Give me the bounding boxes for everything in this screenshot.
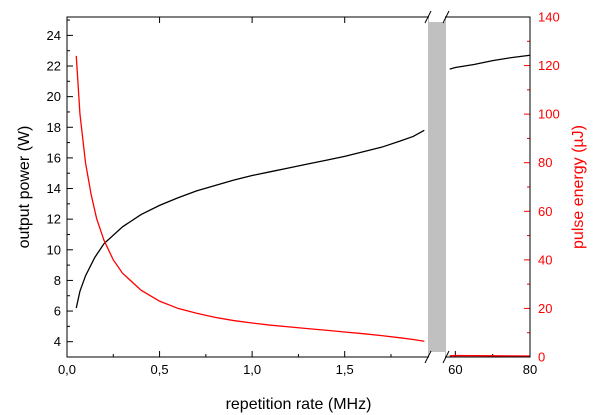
y-right-tick-label: 20 [538, 301, 552, 316]
y-right-tick-label: 100 [538, 107, 560, 122]
y-left-tick-label: 22 [47, 59, 61, 74]
x-tick-label: 80 [523, 362, 537, 377]
y-right-tick-label: 60 [538, 204, 552, 219]
x-tick-label: 1,0 [243, 362, 261, 377]
output-power-line-segment2 [449, 54, 531, 70]
y-right-tick-label: 0 [538, 350, 545, 365]
x-tick-label: 1,5 [336, 362, 354, 377]
axis-break-gap [428, 17, 446, 357]
break-slash [424, 10, 432, 24]
y-left-tick-label: 24 [47, 28, 61, 43]
y-axis-right-label: pulse energy (µJ) [570, 125, 587, 249]
output-power-line [75, 129, 425, 309]
x-tick-label: 0,5 [151, 362, 169, 377]
y-right-tick-label: 120 [538, 58, 560, 73]
y-right-tick-label: 140 [538, 10, 560, 25]
plot-frame [66, 16, 531, 358]
break-slash [442, 10, 450, 24]
axis-break-marks [424, 10, 450, 364]
pulse-energy-line [75, 55, 425, 342]
break-slash [424, 350, 432, 364]
y-right-tick-label: 40 [538, 252, 552, 267]
y-left-tick-label: 10 [47, 242, 61, 257]
y-left-tick-label: 6 [54, 304, 61, 319]
x-tick-label: 0,0 [58, 362, 76, 377]
x-axis-label: repetition rate (MHz) [226, 396, 372, 413]
x-tick-label: 60 [448, 362, 462, 377]
chart-ticks: 0,0 0,5 1,0 1,5 60 80 4 6 8 10 12 14 16 18 20 22 24 0 20 40… [47, 10, 560, 378]
break-cover [429, 12, 445, 22]
y-axis-left-label: output power (W) [16, 126, 33, 249]
y-right-tick-label: 80 [538, 155, 552, 170]
y-left-tick-label: 12 [47, 212, 61, 227]
y-left-tick-label: 14 [47, 181, 61, 196]
chart-series [75, 54, 531, 357]
y-left-tick-label: 18 [47, 120, 61, 135]
y-left-tick-label: 16 [47, 150, 61, 165]
y-left-tick-label: 20 [47, 89, 61, 104]
y-left-tick-label: 8 [54, 273, 61, 288]
break-cover [429, 352, 445, 362]
y-left-tick-label: 4 [54, 334, 61, 349]
break-slash [442, 350, 450, 364]
